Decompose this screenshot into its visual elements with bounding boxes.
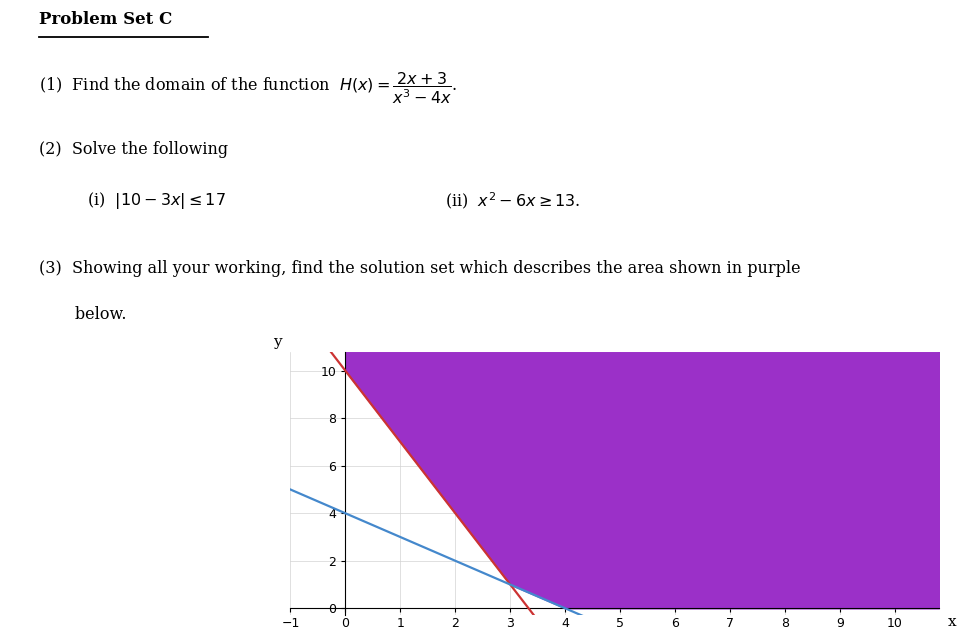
Text: below.: below.	[39, 306, 126, 323]
Text: Problem Set C: Problem Set C	[39, 11, 172, 28]
X-axis label: x: x	[948, 615, 956, 628]
Text: (1)  Find the domain of the function  $H(x)=\dfrac{2x+3}{x^3-4x}$.: (1) Find the domain of the function $H(x…	[39, 70, 457, 106]
Text: (ii)  $x^2-6x\geq 13$.: (ii) $x^2-6x\geq 13$.	[445, 190, 581, 211]
Text: (2)  Solve the following: (2) Solve the following	[39, 141, 227, 158]
Text: (i)  $|10-3x|\leq 17$: (i) $|10-3x|\leq 17$	[87, 190, 226, 211]
Text: (3)  Showing all your working, find the solution set which describes the area sh: (3) Showing all your working, find the s…	[39, 260, 801, 277]
Y-axis label: y: y	[273, 335, 282, 349]
